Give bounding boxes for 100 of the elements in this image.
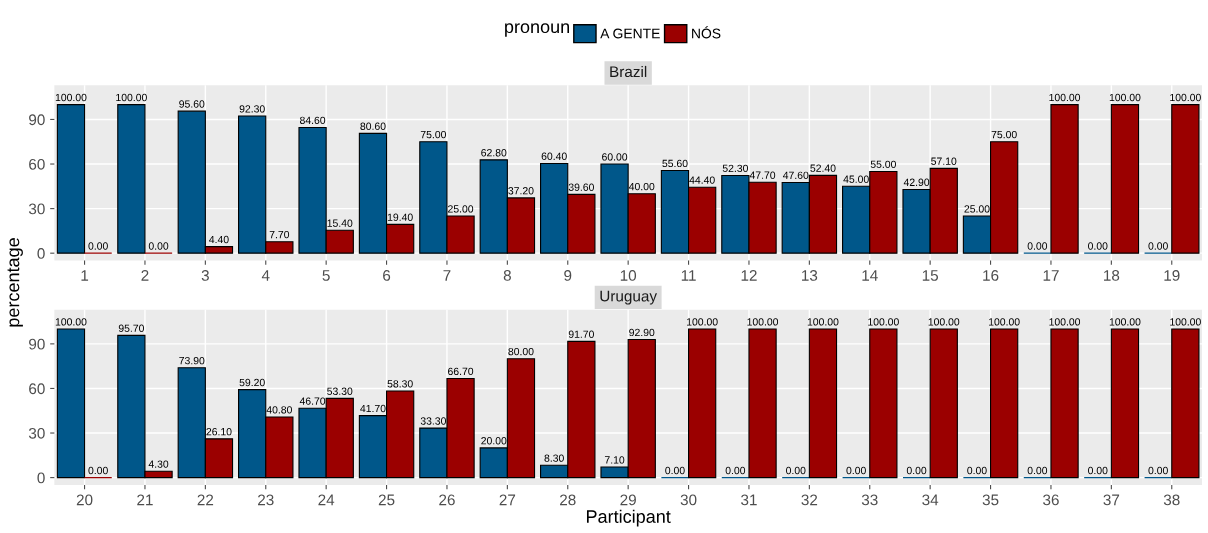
bar bbox=[869, 328, 898, 479]
x-tick-label: 19 bbox=[1164, 270, 1180, 281]
x-tick-label: 18 bbox=[1104, 270, 1120, 281]
data-label: 100.00 bbox=[1049, 93, 1081, 102]
bar bbox=[1171, 328, 1200, 479]
x-tick-label: 37 bbox=[1103, 494, 1120, 506]
data-label: 0.00 bbox=[906, 466, 927, 475]
data-label: 20.00 bbox=[481, 437, 507, 445]
y-tick-label: 60 bbox=[29, 383, 45, 395]
data-label: 15.40 bbox=[327, 219, 353, 227]
y-tick-label: 60 bbox=[29, 158, 45, 170]
x-tick-label: 10 bbox=[620, 270, 637, 281]
x-tick-label: 33 bbox=[861, 494, 878, 506]
data-label: 7.10 bbox=[604, 456, 625, 464]
data-label: 73.90 bbox=[179, 356, 205, 365]
data-label: 46.70 bbox=[299, 397, 326, 405]
data-label: 0.00 bbox=[1148, 242, 1168, 250]
x-tick-label: 11 bbox=[681, 270, 696, 281]
x-tick-label: 15 bbox=[922, 270, 939, 281]
data-label: 100.00 bbox=[1170, 93, 1201, 102]
data-label: 75.00 bbox=[420, 130, 446, 139]
chart-title: Brazil bbox=[610, 65, 647, 78]
x-tick-label: 35 bbox=[982, 494, 999, 506]
data-label: 92.90 bbox=[629, 328, 655, 337]
data-label: 25.00 bbox=[448, 205, 474, 213]
data-label: 55.60 bbox=[662, 159, 688, 168]
bar bbox=[688, 328, 717, 479]
y-tick-label: 90 bbox=[29, 114, 45, 126]
data-label: 47.60 bbox=[782, 171, 809, 180]
x-tick-label: 28 bbox=[560, 494, 576, 506]
data-label: 100.00 bbox=[1109, 93, 1141, 102]
x-tick-label: 26 bbox=[439, 494, 455, 506]
data-label: 92.30 bbox=[239, 105, 265, 113]
data-label: 52.30 bbox=[722, 164, 748, 173]
data-label: 0.00 bbox=[665, 466, 685, 475]
y-tick-label: 90 bbox=[29, 338, 45, 350]
data-label: 100.00 bbox=[55, 318, 87, 326]
data-label: 57.10 bbox=[931, 157, 957, 165]
data-label: 100.00 bbox=[1049, 318, 1081, 326]
x-tick-label: 32 bbox=[801, 494, 818, 506]
data-label: 84.60 bbox=[299, 116, 326, 125]
data-label: 53.30 bbox=[327, 387, 353, 395]
x-tick-label: 1 bbox=[81, 270, 89, 281]
bar bbox=[748, 328, 777, 479]
y-axis-title: percentage bbox=[7, 238, 23, 327]
x-tick-label: 8 bbox=[503, 270, 511, 281]
data-label: 62.80 bbox=[481, 149, 507, 157]
data-label: 100.00 bbox=[868, 318, 899, 326]
data-label: 55.00 bbox=[870, 160, 896, 169]
x-tick-label: 36 bbox=[1043, 494, 1059, 506]
y-tick-label: 30 bbox=[28, 427, 45, 439]
data-label: 0.00 bbox=[148, 242, 169, 250]
data-label: 100.00 bbox=[1109, 318, 1141, 326]
data-label: 40.00 bbox=[628, 182, 655, 191]
bar bbox=[1050, 104, 1079, 254]
data-label: 100.00 bbox=[928, 318, 960, 326]
x-axis-title: Participant bbox=[586, 509, 671, 527]
x-tick-label: 24 bbox=[318, 494, 335, 506]
data-label: 100.00 bbox=[989, 318, 1020, 326]
data-label: 37.20 bbox=[508, 187, 534, 195]
data-label: 44.40 bbox=[689, 176, 715, 184]
data-label: 41.70 bbox=[360, 404, 386, 413]
x-tick-label: 31 bbox=[741, 494, 757, 506]
data-label: 60.00 bbox=[602, 153, 628, 161]
x-tick-label: 38 bbox=[1163, 494, 1180, 506]
x-tick-label: 27 bbox=[499, 494, 516, 506]
x-tick-label: 29 bbox=[620, 494, 636, 506]
data-label: 4.30 bbox=[148, 460, 169, 468]
x-tick-label: 16 bbox=[983, 270, 999, 281]
data-label: 0.00 bbox=[725, 466, 746, 475]
x-tick-label: 25 bbox=[378, 494, 395, 506]
data-label: 100.00 bbox=[55, 93, 87, 102]
data-label: 80.00 bbox=[508, 347, 534, 356]
chart-title: Uruguay bbox=[600, 290, 658, 305]
x-tick-label: 2 bbox=[141, 270, 149, 281]
data-label: 52.40 bbox=[810, 164, 836, 172]
data-label: 75.00 bbox=[991, 130, 1017, 139]
bar bbox=[990, 328, 1019, 479]
y-tick-label: 0 bbox=[37, 472, 45, 484]
data-label: 19.40 bbox=[387, 213, 413, 221]
x-tick-label: 6 bbox=[383, 270, 391, 281]
data-label: 100.00 bbox=[747, 318, 779, 326]
legend-label: A GENTE bbox=[600, 28, 660, 39]
data-label: 60.40 bbox=[541, 152, 567, 160]
y-tick-label: 0 bbox=[37, 248, 45, 259]
x-tick-label: 7 bbox=[443, 270, 451, 281]
x-tick-label: 9 bbox=[564, 270, 572, 281]
data-label: 0.00 bbox=[786, 466, 806, 475]
x-tick-label: 22 bbox=[197, 494, 214, 506]
data-label: 59.20 bbox=[239, 378, 265, 387]
data-label: 25.00 bbox=[964, 205, 990, 213]
bar bbox=[1110, 104, 1140, 254]
data-label: 100.00 bbox=[687, 318, 718, 326]
bar bbox=[1050, 328, 1079, 479]
data-label: 91.70 bbox=[568, 330, 594, 338]
data-label: 100.00 bbox=[116, 93, 147, 102]
x-tick-label: 12 bbox=[741, 270, 757, 281]
data-label: 66.70 bbox=[448, 367, 474, 376]
data-label: 95.60 bbox=[179, 100, 205, 108]
data-label: 45.00 bbox=[843, 175, 869, 183]
